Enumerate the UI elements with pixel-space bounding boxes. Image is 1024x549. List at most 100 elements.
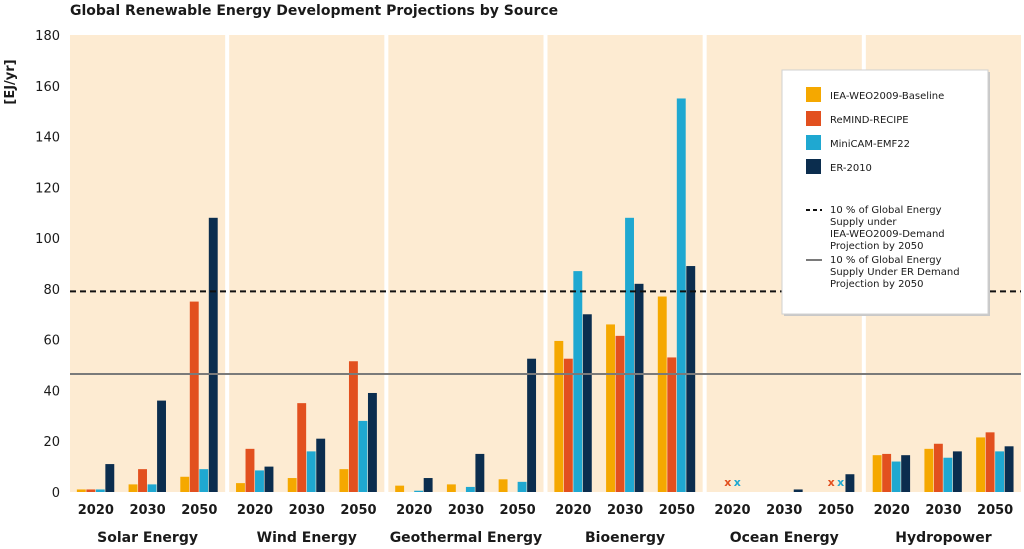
bar xyxy=(86,489,96,492)
y-tick-label: 40 xyxy=(43,384,60,399)
x-tick-label: 2030 xyxy=(766,503,802,518)
bar xyxy=(95,489,105,492)
bar xyxy=(475,453,485,492)
y-tick-label: 140 xyxy=(35,131,60,146)
y-tick-label: 80 xyxy=(43,283,60,298)
bar xyxy=(582,314,592,492)
x-tick-label: 2030 xyxy=(607,503,643,518)
legend: IEA-WEO2009-Baseline ReMIND-RECIPE MiniCAM… xyxy=(781,69,990,316)
legend-label: 10 % of Global Energy Supply under IEA-WEO… xyxy=(830,205,945,252)
panel-title: Wind Energy xyxy=(257,530,357,546)
bar xyxy=(339,469,349,492)
bar xyxy=(793,489,803,492)
bar xyxy=(414,490,424,492)
bar xyxy=(891,461,901,492)
y-tick-label: 100 xyxy=(35,232,60,247)
panel-title: Bioenergy xyxy=(585,530,665,546)
panel-wind-energy: 2020 2030 2050 Wind Energy xyxy=(229,35,385,546)
bar xyxy=(527,358,537,492)
bar xyxy=(995,451,1005,492)
bar xyxy=(985,432,995,492)
x-tick-label: 2020 xyxy=(78,503,114,518)
legend-label: ER-2010 xyxy=(830,163,872,174)
y-axis-label: [EJ/yr] xyxy=(3,59,18,104)
y-tick-label: 20 xyxy=(43,435,60,450)
panel-geothermal-energy: 2020 2030 2050 Geothermal Energy xyxy=(388,35,544,546)
bar xyxy=(667,357,677,492)
bar xyxy=(924,448,934,492)
panel-background xyxy=(388,35,544,492)
not-available-marker: x xyxy=(724,476,731,489)
bar xyxy=(348,361,358,492)
legend-label: 10 % of Global Energy Supply Under ER Dem… xyxy=(830,255,960,290)
bar xyxy=(128,484,138,492)
bar xyxy=(316,438,326,492)
panel-solar-energy: 2020 2030 2050 Solar Energy xyxy=(70,35,226,546)
bar xyxy=(686,266,696,492)
panel-title: Ocean Energy xyxy=(730,530,839,546)
y-tick-label: 60 xyxy=(43,334,60,349)
not-available-marker: x xyxy=(734,476,741,489)
x-tick-label: 2030 xyxy=(129,503,165,518)
bar xyxy=(573,271,583,492)
bar xyxy=(255,470,264,492)
panel-bioenergy: 2020 2030 2050 Bioenergy xyxy=(547,35,703,546)
panel-background xyxy=(229,35,385,492)
bar xyxy=(76,489,86,492)
legend-swatch xyxy=(806,135,821,150)
panel-background xyxy=(70,35,226,492)
bar xyxy=(180,476,190,492)
x-tick-label: 2050 xyxy=(500,503,536,518)
x-tick-label: 2030 xyxy=(289,503,325,518)
bar xyxy=(264,466,274,492)
bar xyxy=(157,400,166,492)
bar xyxy=(634,283,644,492)
panel-title: Geothermal Energy xyxy=(390,530,542,546)
bar xyxy=(236,483,245,492)
bar xyxy=(498,479,508,492)
x-tick-label: 2050 xyxy=(818,503,854,518)
x-tick-label: 2030 xyxy=(448,503,484,518)
x-tick-label: 2050 xyxy=(340,503,376,518)
bar xyxy=(615,335,625,492)
bar xyxy=(297,403,307,492)
bar xyxy=(358,420,368,492)
bar xyxy=(1004,446,1014,492)
bar xyxy=(287,478,297,492)
x-tick-label: 2050 xyxy=(977,503,1013,518)
bar xyxy=(676,98,686,492)
bar xyxy=(395,485,405,492)
x-tick-label: 2020 xyxy=(555,503,591,518)
bar xyxy=(105,464,115,492)
legend-swatch xyxy=(806,159,821,174)
bar xyxy=(446,484,456,492)
y-tick-label: 120 xyxy=(35,181,60,196)
bar xyxy=(943,457,953,492)
bar xyxy=(367,392,377,492)
panel-title: Solar Energy xyxy=(97,530,198,546)
bar xyxy=(423,478,433,492)
bar xyxy=(465,486,475,492)
bar xyxy=(976,437,986,492)
bar xyxy=(563,358,573,492)
x-tick-label: 2050 xyxy=(181,503,217,518)
bar xyxy=(245,448,255,492)
y-axis: 0 20 40 60 80 100 120 140 160 180 xyxy=(35,29,60,501)
legend-label: ReMIND-RECIPE xyxy=(830,115,909,126)
y-tick-label: 0 xyxy=(52,486,60,501)
bar xyxy=(517,481,527,492)
chart-title: Global Renewable Energy Development Proj… xyxy=(70,3,558,19)
bar xyxy=(208,217,218,493)
bar xyxy=(901,455,911,492)
bar xyxy=(952,451,962,492)
bar xyxy=(657,296,667,492)
x-tick-label: 2020 xyxy=(237,503,273,518)
legend-swatch xyxy=(806,111,821,126)
y-tick-label: 180 xyxy=(35,29,60,44)
not-available-marker: x xyxy=(837,476,844,489)
bar xyxy=(882,453,892,492)
bar xyxy=(138,469,147,492)
x-tick-label: 2020 xyxy=(396,503,432,518)
bar xyxy=(199,469,209,492)
